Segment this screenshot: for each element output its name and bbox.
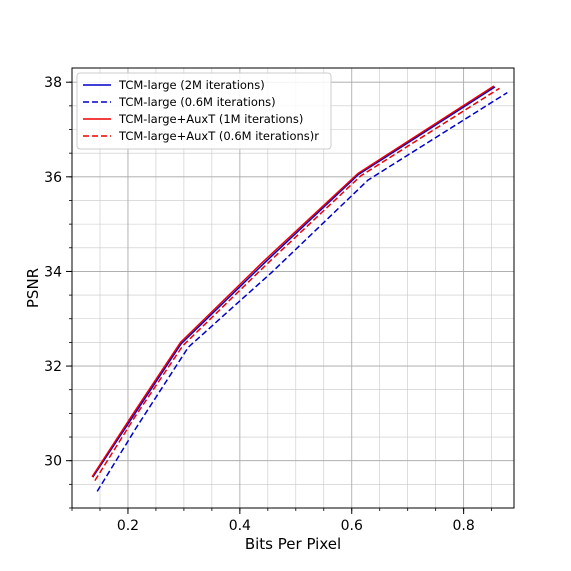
x-tick-label: 0.2 <box>117 518 139 534</box>
y-tick-label: 36 <box>44 170 62 186</box>
series-lines <box>91 85 508 492</box>
y-tick-label: 32 <box>44 359 62 375</box>
x-tick-label: 0.8 <box>453 518 475 534</box>
series-line-2 <box>96 91 508 492</box>
legend-entry: TCM-large (0.6M iterations) <box>118 95 276 109</box>
legend: TCM-large (2M iterations) TCM-large (0.6M… <box>76 72 332 150</box>
series-line-4 <box>94 87 500 481</box>
x-tick-label: 0.6 <box>341 518 363 534</box>
legend-entry: TCM-large+AuxT (1M iterations) <box>118 112 303 126</box>
ticks <box>66 81 493 514</box>
plot-frame <box>71 67 515 509</box>
series-line-3 <box>91 85 495 478</box>
legend-entry: TCM-large (2M iterations) <box>118 78 265 92</box>
y-tick-label: 30 <box>44 454 62 470</box>
legend-entry: TCM-large+AuxT (0.6M iterations)r <box>118 129 319 143</box>
x-tick-labels: 0.2 0.4 0.6 0.8 <box>117 518 475 534</box>
y-tick-label: 38 <box>44 75 62 91</box>
y-tick-labels: 30 32 34 36 38 <box>44 75 62 469</box>
y-tick-label: 34 <box>44 264 62 280</box>
x-tick-label: 0.4 <box>229 518 251 534</box>
legend-box <box>76 72 332 150</box>
series-line-1 <box>92 86 496 478</box>
x-axis-label: Bits Per Pixel <box>245 535 341 553</box>
y-axis-label: PSNR <box>24 268 42 308</box>
